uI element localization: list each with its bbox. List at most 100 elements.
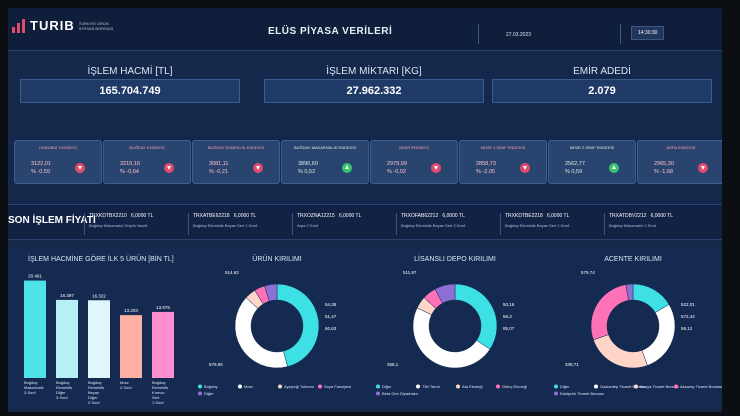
index-card: BUĞDAY ENDEKSİ 3210,16 % -0,64 — [103, 140, 191, 184]
index-name: BUĞDAY EKMEKLİK ENDEKSİ — [207, 145, 265, 150]
legend-label: Mısır — [244, 384, 254, 389]
slice-label: 85,07 — [503, 326, 515, 331]
legend-swatch — [318, 384, 322, 389]
index-card: BUĞDAY MAKARNALIK ENDEKSİ 3890,60 % 0,52 — [281, 140, 369, 184]
bar-category-label: 2.Sınıf — [120, 385, 132, 390]
donut-slice — [590, 284, 629, 341]
bar — [88, 300, 110, 378]
legend-swatch — [594, 384, 598, 389]
brand-name: TURIB — [30, 18, 75, 33]
slice-label: 50,16 — [503, 302, 515, 307]
legend-label: Ayçiçeği Tohumu — [284, 384, 314, 389]
legend-label: Diğer — [382, 384, 392, 389]
slice-label: 514,62 — [225, 270, 239, 275]
index-card: HUBUBAT ENDEKSİ 3122,01 % -0,59 — [14, 140, 102, 184]
date-display: 27.03.2023 — [506, 32, 532, 38]
slice-label: 522,01 — [681, 302, 695, 307]
index-change: % -0,21 — [209, 169, 228, 175]
ticker-item: TRXKDTBX2210 6,0000 TL Buğday Makarnalık … — [84, 213, 153, 235]
stat-value: 165.704.749 — [20, 79, 240, 103]
agency-donut-chart: 339,71 579,74 522,01 572,42 56,12 Diğer Gazian… — [554, 270, 722, 396]
arrow-down-icon — [520, 163, 530, 173]
bar-category-label: Beyaz — [88, 390, 99, 395]
legend-label: Diğer — [560, 384, 570, 389]
turib-logo: TURIB TÜRKİYE ÜRÜN İHTİSAS BORSASI — [12, 18, 119, 33]
ticker-price: 6,0000 TL — [233, 213, 257, 219]
ticker-item: TRXOFAB62212 6,0000 TL Buğday Ekmeklik Be… — [396, 213, 465, 235]
legend-swatch — [554, 391, 558, 396]
ticker-desc: Buğday Makarnalık 2.Sınıf — [609, 223, 656, 228]
stat-label: İŞLEM MİKTARI [KG] — [326, 66, 422, 77]
bar — [152, 311, 174, 378]
ticker-desc: Arpa 2.Sınıf — [297, 223, 319, 228]
arrow-down-icon — [698, 163, 708, 173]
dashboard-screen: TURIB TÜRKİYE ÜRÜN İHTİSAS BORSASI ELÜS … — [8, 8, 722, 412]
bar-category-label: Diğer — [56, 390, 66, 395]
last-price-ticker: SON İŞLEM FİYATI TRXKDTBX2210 6,0000 TL B… — [8, 204, 722, 240]
legend-label: Soya Fasulyesi — [324, 384, 351, 389]
index-value: 2965,30 — [654, 161, 674, 167]
slice-label: 54,38 — [325, 302, 337, 307]
product-chart-title: ÜRÜN KIRILIMI — [252, 256, 302, 263]
arrow-up-icon — [609, 163, 619, 173]
index-value: 3122,01 — [31, 161, 51, 167]
bar-value-label: 16.397 — [60, 293, 74, 298]
index-card: MISIR 1.SINIF ENDEKSİ 2858,73 % -2,05 — [459, 140, 547, 184]
bar-category-label: Buğday — [24, 380, 38, 385]
arrow-down-icon — [253, 163, 263, 173]
index-value: 3890,60 — [298, 161, 318, 167]
legend-swatch — [376, 384, 380, 389]
index-change: % -0,02 — [387, 169, 406, 175]
bar-category-label: Buğday — [152, 380, 166, 385]
index-value: 3210,16 — [120, 161, 140, 167]
donut-slice — [641, 304, 676, 366]
bar — [120, 315, 142, 378]
legend-swatch — [198, 391, 202, 396]
divider — [478, 24, 479, 44]
slice-label: 579,96 — [209, 362, 223, 367]
donut-slice — [625, 283, 634, 301]
index-change: % -2,05 — [476, 169, 495, 175]
depot-donut-chart: 368,1 511,97 50,16 56,3 85,07 Diğer TİM Tarım A… — [376, 270, 527, 396]
index-value: 2979,99 — [387, 161, 407, 167]
legend-swatch — [634, 384, 638, 389]
index-change: % -0,64 — [120, 169, 139, 175]
ticker-code: TRXKDTBX2210 — [89, 213, 127, 219]
donut-slice — [412, 307, 491, 369]
bar — [56, 299, 78, 378]
ticker-item: TRXKDTBE2218 6,0000 TL Buğday Ekmeklik Be… — [500, 213, 569, 235]
stat-label: EMİR ADEDİ — [573, 66, 631, 77]
index-name: HUBUBAT ENDEKSİ — [39, 145, 77, 150]
index-name: ARPA ENDEKSİ — [666, 145, 696, 150]
index-card: MISIR ENDEKSİ 2979,99 % -0,02 — [370, 140, 458, 184]
index-name: MISIR 1.SINIF ENDEKSİ — [480, 145, 526, 150]
legend-swatch — [278, 384, 282, 389]
bar-category-label: Ekmeklik — [56, 385, 72, 390]
index-card: BUĞDAY EKMEKLİK ENDEKSİ 3081,11 % -0,21 — [192, 140, 280, 184]
divider — [620, 24, 621, 44]
bar-category-label: 2.Sınıf — [88, 400, 100, 405]
ticker-price: 6,0000 TL — [338, 213, 362, 219]
ticker-price: 6,0000 TL — [442, 213, 465, 219]
bar-category-label: Diğer — [88, 395, 98, 400]
bar-category-label: Makarnalık — [24, 385, 44, 390]
bar-category-label: Ekmeklik — [152, 385, 168, 390]
stat-order-count: EMİR ADEDİ 2.079 — [492, 66, 712, 103]
product-chart-panel: ÜRÜN KIRILIMI 579,96 514,62 54,38 51,47 60,6… — [188, 248, 367, 408]
product-donut-chart: 579,96 514,62 54,38 51,47 60,63 Buğday Mısır Ay… — [198, 270, 351, 396]
index-value: 2858,73 — [476, 161, 496, 167]
bar-category-label: Buğday — [88, 380, 102, 385]
legend-swatch — [456, 384, 460, 389]
index-name: BUĞDAY MAKARNALIK ENDEKSİ — [293, 145, 357, 150]
legend-label: TİM Tarım — [422, 384, 441, 389]
legend-label: Eskişehir Ticaret Borsası — [560, 391, 604, 396]
index-change: % 0,59 — [565, 169, 583, 175]
slice-label: 511,97 — [403, 270, 417, 275]
ticker-price: 6,0000 TL — [546, 213, 570, 219]
stat-trade-volume: İŞLEM HACMİ [TL] 165.704.749 — [20, 66, 240, 103]
donut-slice — [264, 283, 278, 302]
ticker-heading: SON İŞLEM FİYATI — [8, 215, 96, 226]
arrow-down-icon — [164, 163, 174, 173]
ticker-desc: Buğday Ekmeklik Beyaz Sert 1.Sınıf — [193, 223, 258, 228]
bar-value-label: 13.875 — [156, 305, 170, 310]
